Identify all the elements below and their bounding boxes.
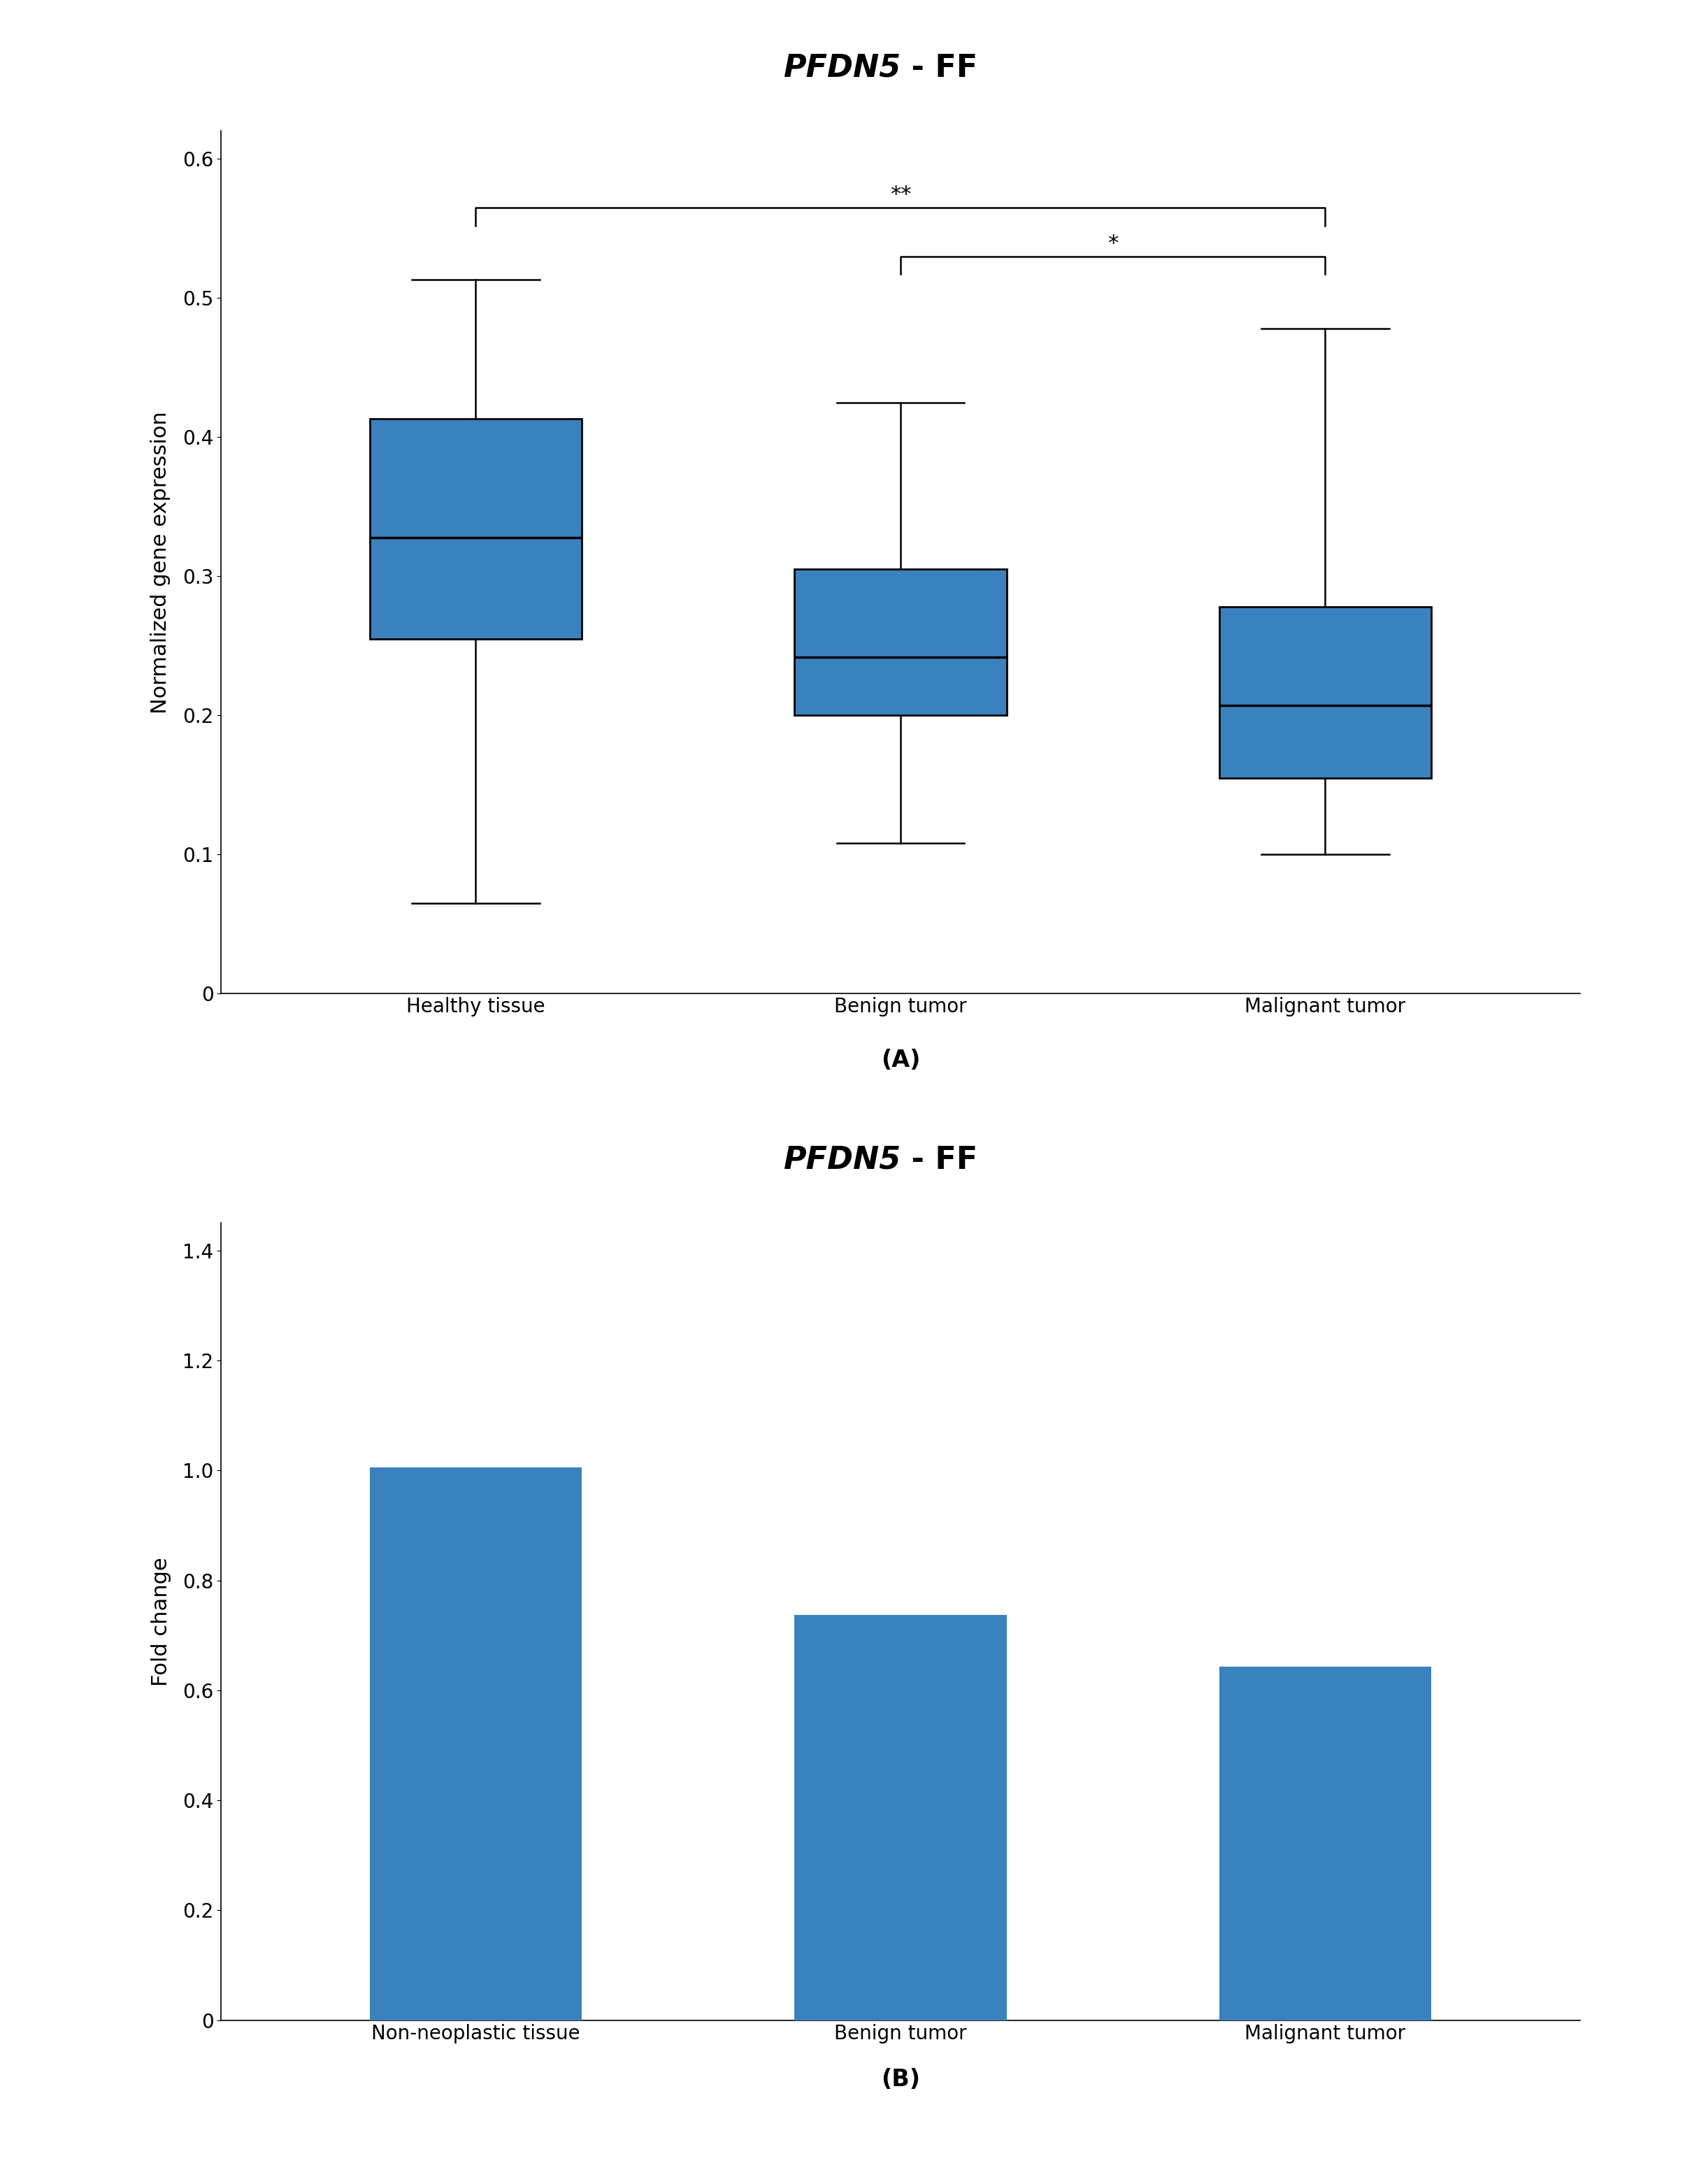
Text: (B): (B): [880, 2068, 921, 2092]
Bar: [1220, 1666, 1431, 2020]
Y-axis label: Normalized gene expression: Normalized gene expression: [151, 411, 172, 714]
Text: *: *: [1108, 234, 1118, 253]
Bar: [795, 1614, 1006, 2020]
Text: **: **: [890, 183, 911, 205]
Text: PFDN5: PFDN5: [783, 1144, 900, 1175]
Text: - FF: - FF: [900, 52, 977, 83]
Bar: [370, 1468, 581, 2020]
Y-axis label: Fold change: Fold change: [151, 1557, 172, 1686]
Text: PFDN5: PFDN5: [783, 52, 900, 83]
Text: - FF: - FF: [900, 1144, 977, 1175]
Bar: [1220, 607, 1431, 778]
Bar: [795, 570, 1006, 716]
Bar: [370, 419, 581, 640]
Text: (A): (A): [880, 1048, 921, 1072]
